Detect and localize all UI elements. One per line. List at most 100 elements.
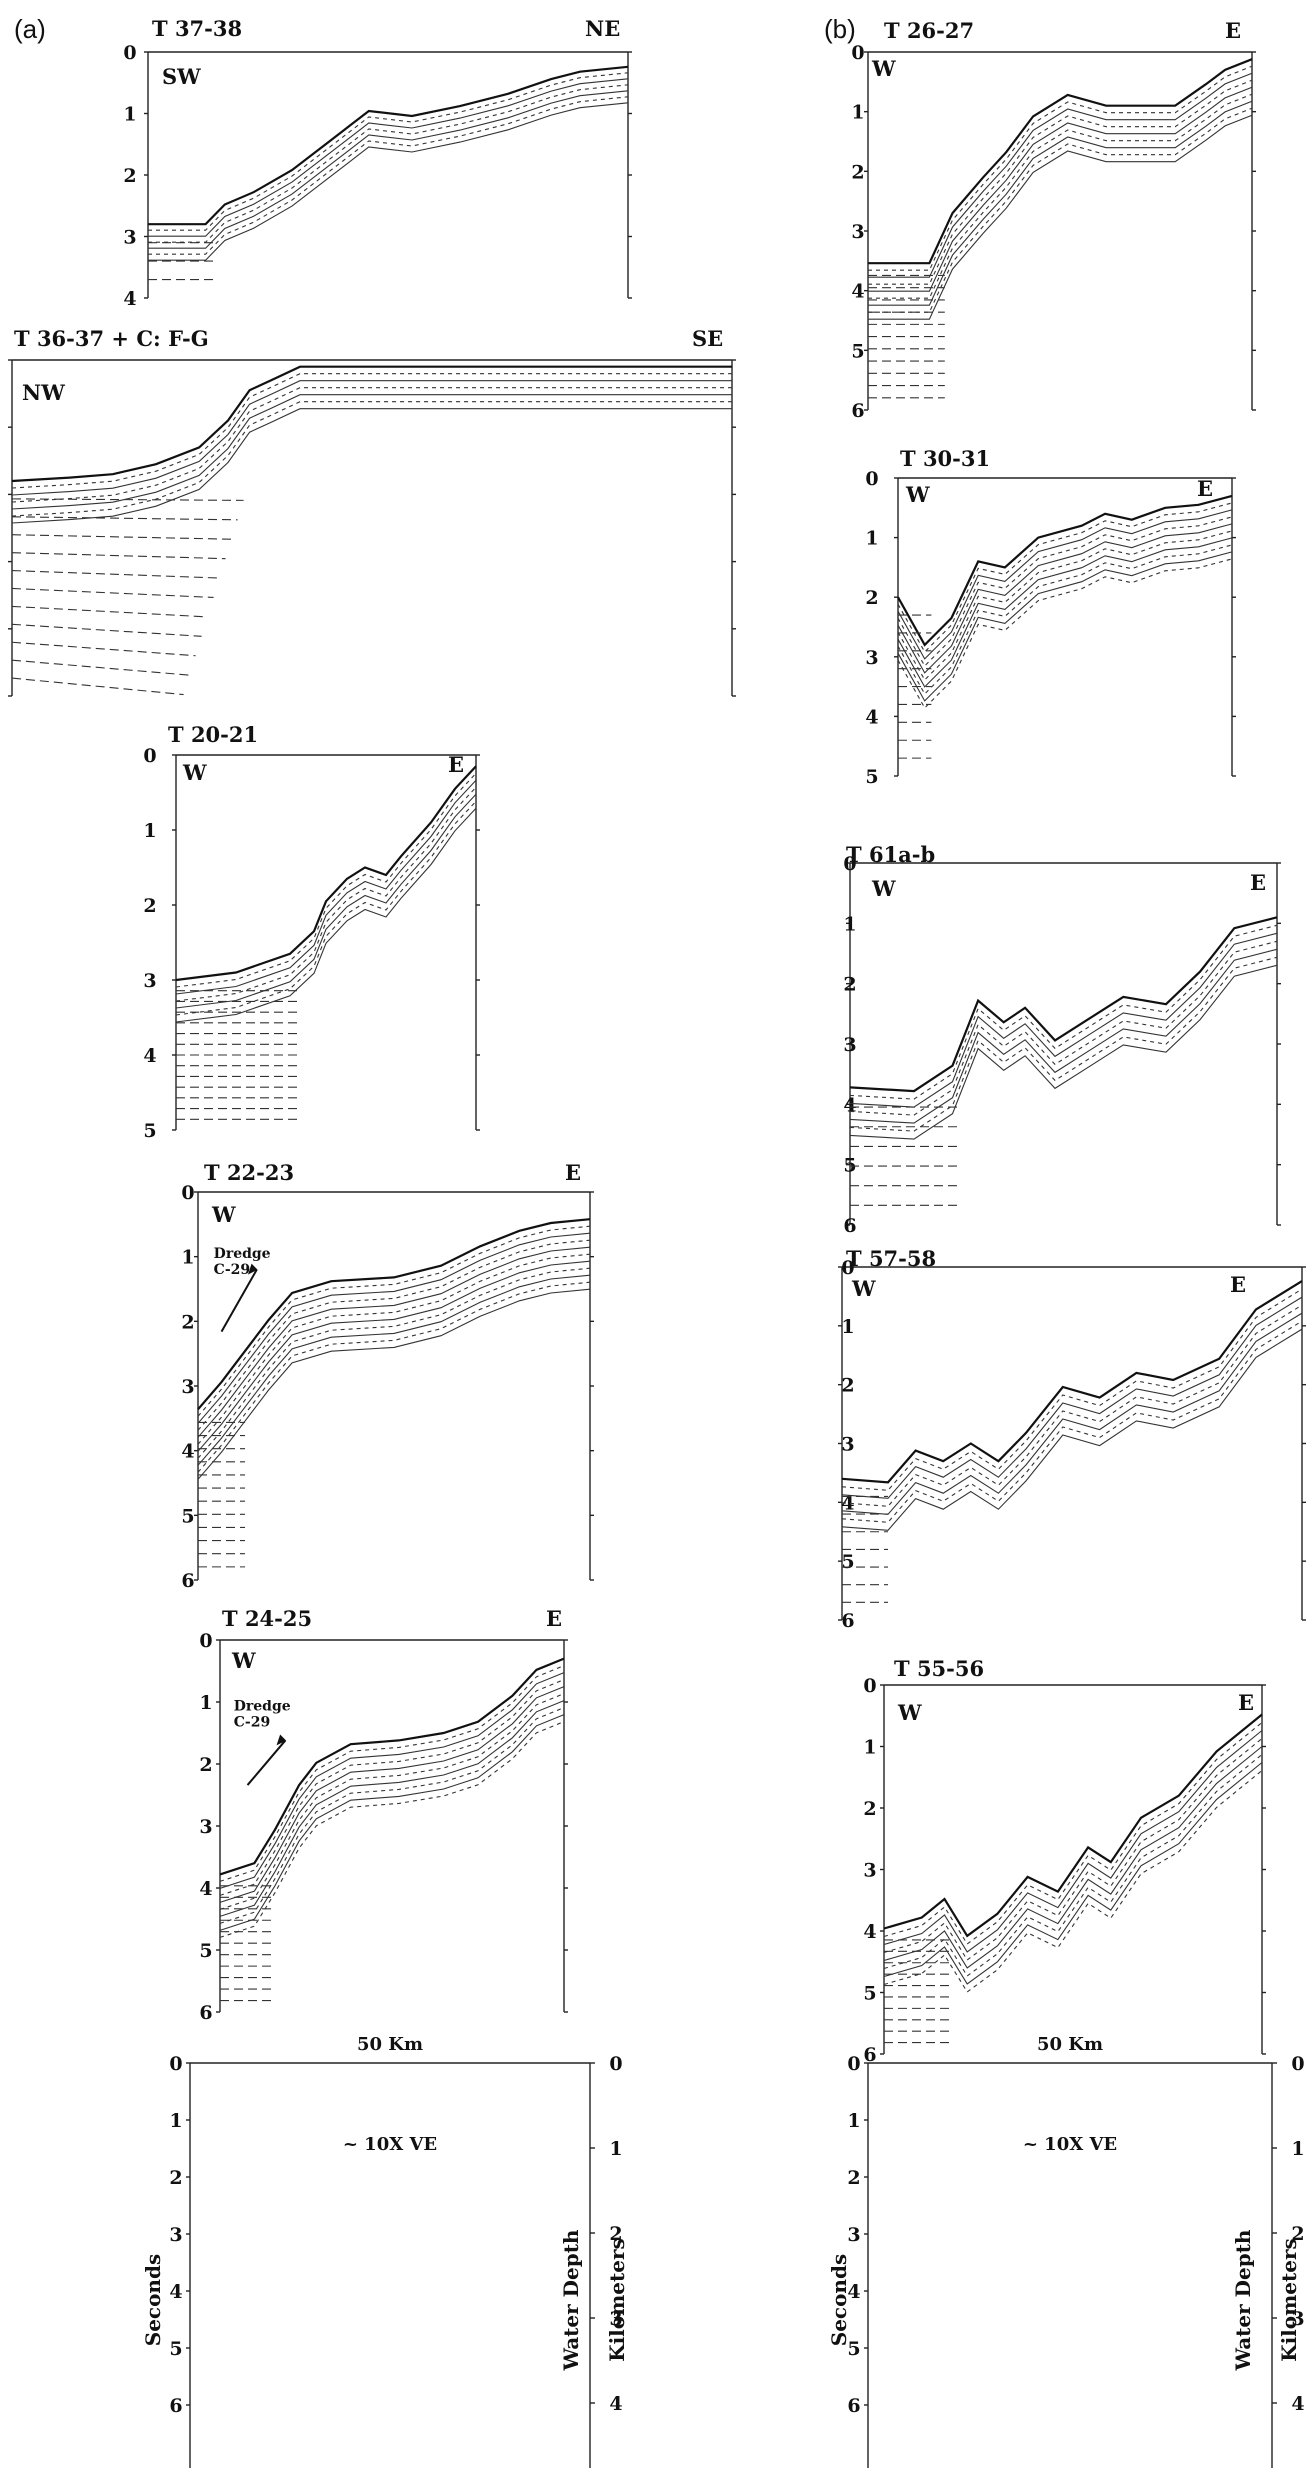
depth-tick-label: 0	[865, 468, 878, 490]
sub-bottom-reflector	[883, 1762, 1263, 1985]
sub-bottom-reflector	[11, 380, 732, 496]
sub-bottom-reflector	[841, 1312, 1303, 1515]
basin-fill-reflector	[11, 552, 226, 560]
profile-frame	[894, 477, 1236, 777]
direction-label-right: E	[546, 1606, 562, 1631]
sub-bottom-reflector	[841, 1288, 1303, 1491]
depth-tick-label: 3	[863, 1860, 876, 1882]
depth-tick-label: 1	[865, 528, 878, 550]
sub-bottom-reflector	[11, 387, 732, 503]
sub-bottom-reflector	[883, 1746, 1263, 1969]
direction-label-left: SW	[162, 64, 201, 89]
depth-tick-label: 4	[143, 1045, 156, 1067]
depth-tick-label: 4	[841, 1492, 854, 1514]
sub-bottom-reflector	[868, 93, 1253, 299]
depth-tick-label: 2	[0, 484, 1, 506]
vertical-exaggeration-label: ~ 10X VE	[1023, 2134, 1117, 2155]
depth-tick-label: 4	[843, 1094, 856, 1116]
depth-tick-label: 1	[123, 104, 136, 126]
sub-bottom-reflector	[175, 786, 477, 1002]
sub-bottom-reflector	[148, 102, 629, 261]
depth-tick-label: 4	[865, 706, 878, 728]
profile-title: T 24-25	[222, 1606, 312, 1631]
seconds-tick-label: 6	[847, 2395, 860, 2417]
depth-tick-label: 3	[0, 552, 1, 574]
sub-bottom-reflector	[868, 72, 1253, 278]
basin-fill-reflector	[11, 659, 190, 676]
seafloor-reflector	[868, 58, 1253, 265]
sub-bottom-reflector	[897, 544, 1233, 695]
depth-tick-label: 0	[199, 1630, 212, 1652]
sub-bottom-reflector	[897, 530, 1233, 681]
depth-tick-label: 0	[863, 1675, 876, 1697]
sub-bottom-reflector	[883, 1722, 1263, 1945]
seconds-tick-label: 0	[847, 2053, 860, 2075]
sub-bottom-reflector	[897, 537, 1233, 688]
direction-label-right: NE	[585, 16, 620, 41]
sub-bottom-reflector	[849, 964, 1278, 1140]
depth-tick-label: 3	[143, 970, 156, 992]
seconds-tick-label: 4	[169, 2281, 182, 2303]
kilometers-tick-label: 3	[609, 2308, 622, 2330]
sub-bottom-reflector	[148, 90, 629, 249]
sub-bottom-reflector	[148, 84, 629, 243]
depth-tick-label: 0	[843, 853, 856, 875]
depth-tick-label: 1	[143, 820, 156, 842]
arrow-head-icon	[247, 1263, 258, 1275]
profile-t24: 0 1 2 3 4 5 6 T 24-25 E W Dredge C-29	[199, 1606, 568, 2024]
direction-label-right: E	[1225, 18, 1241, 43]
direction-label-right: E	[565, 1160, 581, 1185]
sub-bottom-reflector	[897, 523, 1233, 674]
sub-bottom-reflector	[197, 1274, 591, 1466]
depth-tick-label: 5	[0, 686, 1, 708]
depth-tick-label: 2	[865, 587, 878, 609]
sub-bottom-reflector	[219, 1700, 565, 1917]
seconds-tick-label: 2	[169, 2167, 182, 2189]
sub-bottom-reflector	[897, 502, 1233, 653]
depth-tick-label: 3	[841, 1434, 854, 1456]
sub-bottom-reflector	[197, 1225, 591, 1417]
sub-bottom-reflector	[197, 1232, 591, 1424]
sub-bottom-reflector	[849, 940, 1278, 1116]
seafloor-reflector	[219, 1657, 565, 1876]
seconds-tick-label: 5	[169, 2338, 182, 2360]
depth-tick-label: 3	[181, 1376, 194, 1398]
sub-bottom-reflector	[849, 924, 1278, 1100]
sub-bottom-reflector	[868, 79, 1253, 285]
direction-label-left: W	[231, 1648, 256, 1673]
profile-t22: 0 1 2 3 4 5 6 T 22-23 E W Dredge C-29	[181, 1160, 594, 1592]
direction-label-left: W	[182, 760, 207, 785]
kilometers-tick-label: 2	[1291, 2223, 1304, 2245]
sub-bottom-reflector	[883, 1770, 1263, 1993]
seafloor-reflector	[148, 65, 629, 226]
seconds-tick-label: 4	[847, 2281, 860, 2303]
sub-bottom-reflector	[219, 1686, 565, 1903]
depth-tick-label: 3	[865, 647, 878, 669]
depth-tick-label: 4	[123, 288, 136, 310]
water-depth-axis-title: Water Depth	[1231, 2229, 1255, 2371]
arrow-head-icon	[276, 1734, 287, 1746]
direction-label-right: E	[1230, 1272, 1246, 1297]
depth-tick-label: 3	[843, 1034, 856, 1056]
direction-label-left: W	[851, 1276, 876, 1301]
sub-bottom-reflector	[197, 1253, 591, 1445]
kilometers-axis-title: Kilometers	[1277, 2238, 1301, 2362]
profile-title: T 57-58	[846, 1246, 936, 1271]
profile-title: T 36-37 + C: F-G	[14, 326, 209, 351]
kilometers-tick-label: 3	[1291, 2308, 1304, 2330]
depth-tick-label: 1	[181, 1247, 194, 1269]
profile-t36: 0 1 2 3 4 5 T 36-37 + C: F-G SE NW	[0, 326, 736, 708]
direction-label-right: E	[1197, 476, 1213, 501]
depth-tick-label: 3	[123, 227, 136, 249]
seconds-tick-label: 1	[847, 2110, 860, 2132]
depth-tick-label: 5	[181, 1505, 194, 1527]
dredge-label: Dredge C-29	[214, 1246, 271, 1278]
sub-bottom-reflector	[849, 956, 1278, 1132]
basin-fill-reflector	[11, 498, 244, 501]
profile-t55: 0 1 2 3 4 5 6 T 55-56 E W	[863, 1656, 1266, 2066]
sub-bottom-reflector	[868, 107, 1253, 313]
sub-bottom-reflector	[175, 800, 477, 1016]
